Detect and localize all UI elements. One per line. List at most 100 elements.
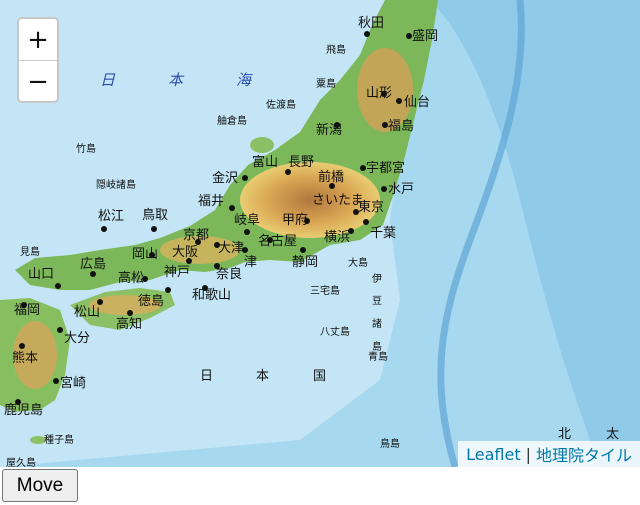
city-marker xyxy=(329,183,335,189)
city-label: 奈良 xyxy=(216,266,242,282)
city-label: 秋田 xyxy=(358,16,384,31)
city-label: 宮崎 xyxy=(60,375,86,391)
island-label: 大島 xyxy=(348,256,368,269)
city-marker xyxy=(244,229,250,235)
city-label: 山口 xyxy=(28,267,54,282)
city-marker xyxy=(300,247,306,253)
island-label: 諸 xyxy=(372,317,382,330)
city-marker xyxy=(381,91,387,97)
city-label: 熊本 xyxy=(12,350,38,366)
city-marker xyxy=(304,218,310,224)
map-view[interactable]: 日 本 海 日 本 国 北 太 伊 豆 諸 島 飛島 粟島 佐渡島 舳倉島 竹島… xyxy=(0,0,640,467)
city-label: 松山 xyxy=(74,305,100,320)
city-label: 東京 xyxy=(358,199,384,215)
gsi-tiles-link[interactable]: 地理院タイル xyxy=(535,446,632,465)
sea-label: 本 xyxy=(168,71,185,89)
city-marker xyxy=(101,226,107,232)
city-label: 甲府 xyxy=(282,213,308,228)
city-label: 福井 xyxy=(198,194,224,209)
ocean-label: 日 xyxy=(200,369,213,384)
zoom-out-button[interactable]: − xyxy=(19,60,57,101)
city-label: さいたま xyxy=(312,193,364,208)
city-marker xyxy=(21,302,27,308)
map-tiles: 日 本 海 日 本 国 北 太 伊 豆 諸 島 飛島 粟島 佐渡島 舳倉島 竹島… xyxy=(0,0,640,467)
sea-label: 海 xyxy=(236,71,253,89)
island-label: 八丈島 xyxy=(320,325,350,338)
city-marker xyxy=(406,33,412,39)
city-marker xyxy=(334,122,340,128)
island-label: 飛島 xyxy=(326,43,346,56)
city-label: 静岡 xyxy=(292,255,318,270)
city-marker xyxy=(214,242,220,248)
island-label: 隠岐諸島 xyxy=(96,178,136,191)
city-marker xyxy=(242,175,248,181)
city-label: 長野 xyxy=(288,155,314,170)
island-label: 伊 xyxy=(372,273,382,285)
city-label: 仙台 xyxy=(404,95,430,110)
city-label: 横浜 xyxy=(324,230,350,245)
attribution-separator: | xyxy=(525,444,531,464)
ou-mountains xyxy=(357,48,413,132)
city-label: 大分 xyxy=(64,331,90,346)
island-label: 舳倉島 xyxy=(217,114,247,127)
city-marker xyxy=(142,276,148,282)
leaflet-link[interactable]: Leaflet xyxy=(466,444,521,464)
island-label: 島 xyxy=(372,340,382,353)
city-label: 徳島 xyxy=(138,294,164,309)
city-marker xyxy=(195,239,201,245)
city-label: 水戸 xyxy=(388,182,414,197)
island-label: 種子島 xyxy=(44,433,74,446)
island-label: 屋久島 xyxy=(6,456,36,467)
city-label: 和歌山 xyxy=(192,288,231,303)
city-marker xyxy=(242,247,248,253)
city-marker xyxy=(97,299,103,305)
city-marker xyxy=(267,237,273,243)
city-marker xyxy=(364,31,370,37)
japan-trench xyxy=(437,0,525,467)
ocean-label: 本 xyxy=(256,369,269,384)
city-label: 新潟 xyxy=(316,122,342,138)
city-label: 松江 xyxy=(98,209,124,224)
island-label: 青島 xyxy=(368,350,388,363)
city-marker xyxy=(363,219,369,225)
city-marker xyxy=(57,327,63,333)
city-label: 名古屋 xyxy=(258,233,297,249)
central-alps xyxy=(240,162,380,238)
city-label: 神戸 xyxy=(164,265,190,280)
city-marker xyxy=(348,228,354,234)
city-label: 千葉 xyxy=(370,226,396,241)
city-label: 宇都宮 xyxy=(366,160,405,176)
city-marker xyxy=(149,252,155,258)
city-label: 福島 xyxy=(388,119,414,134)
pacific-ocean xyxy=(430,0,640,467)
tanegashima-island xyxy=(30,436,46,444)
kii-region xyxy=(160,236,240,264)
island-label: 三宅島 xyxy=(310,284,340,297)
sado-island xyxy=(250,137,274,153)
city-label: 広島 xyxy=(80,257,106,272)
city-marker xyxy=(229,205,235,211)
city-markers xyxy=(15,31,412,405)
city-marker xyxy=(165,287,171,293)
ocean-label: 太 xyxy=(606,427,619,442)
city-marker xyxy=(127,310,133,316)
city-marker xyxy=(214,263,220,269)
city-marker xyxy=(19,343,25,349)
shikoku-mountains xyxy=(89,295,161,315)
kyushu-mountains xyxy=(13,321,57,389)
city-label: 山形 xyxy=(366,86,392,101)
city-marker xyxy=(186,258,192,264)
city-marker xyxy=(202,285,208,291)
city-label: 岡山 xyxy=(132,247,158,262)
city-marker xyxy=(90,271,96,277)
city-marker xyxy=(285,169,291,175)
city-label: 津 xyxy=(244,255,257,270)
sea-label: 日 xyxy=(100,71,116,89)
capital-labels: 秋田 盛岡 山形 仙台 新潟 福島 宇都宮 水戸 前橋 さいたま 東京 千葉 横… xyxy=(4,16,438,418)
city-marker xyxy=(353,209,359,215)
zoom-in-button[interactable]: + xyxy=(27,24,49,55)
city-marker xyxy=(55,283,61,289)
city-label: 京都 xyxy=(183,228,209,243)
ocean-label: 国 xyxy=(313,369,326,384)
move-button[interactable]: Move xyxy=(2,469,78,502)
